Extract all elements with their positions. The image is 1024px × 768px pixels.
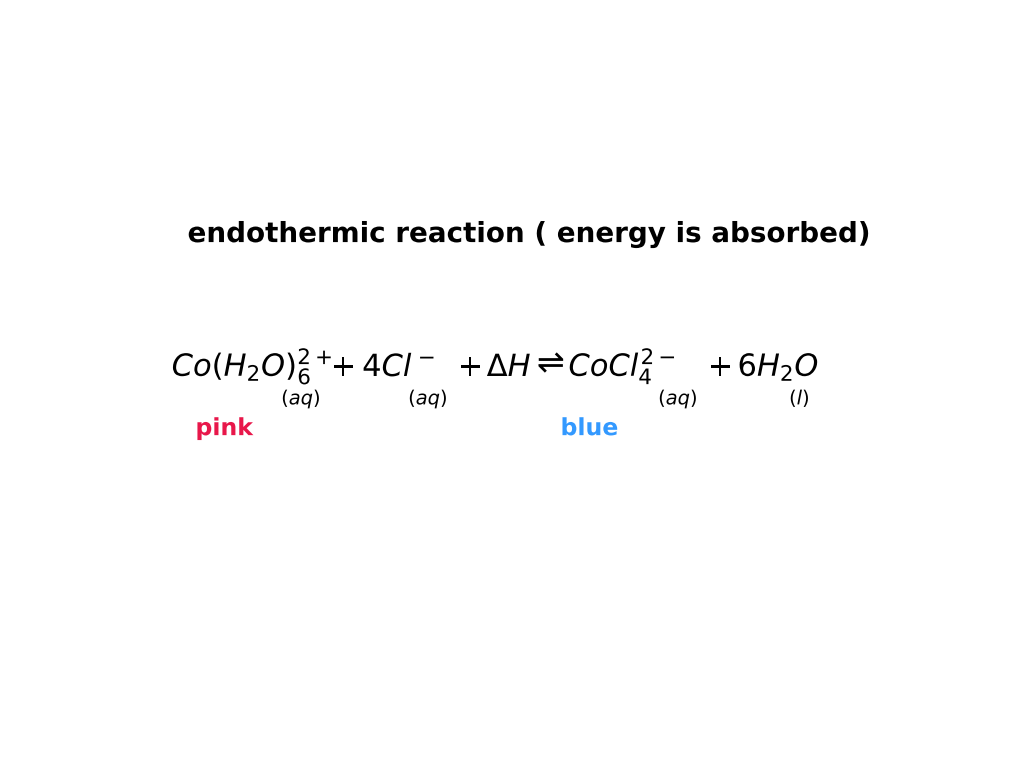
Text: $Co(H_2O)_6^{2+}$: $Co(H_2O)_6^{2+}$ (172, 346, 333, 387)
Text: $CoCl_4^{2-}$: $CoCl_4^{2-}$ (568, 346, 676, 387)
Text: endothermic reaction ( energy is absorbed): endothermic reaction ( energy is absorbe… (187, 220, 871, 248)
Text: blue: blue (560, 416, 618, 440)
Text: $(aq)$: $(aq)$ (658, 387, 698, 410)
Text: $(l)$: $(l)$ (790, 388, 810, 409)
Text: pink: pink (196, 416, 253, 440)
Text: $4Cl^-$: $4Cl^-$ (362, 353, 435, 382)
Text: $+$: $+$ (458, 353, 481, 382)
Text: $+$: $+$ (331, 353, 354, 382)
Text: $(aq)$: $(aq)$ (409, 387, 449, 410)
Text: $\Delta H$: $\Delta H$ (486, 353, 531, 382)
Text: $6H_2O$: $6H_2O$ (737, 352, 819, 383)
Text: $\rightleftharpoons$: $\rightleftharpoons$ (530, 347, 565, 380)
Text: $+$: $+$ (708, 353, 732, 382)
Text: $(aq)$: $(aq)$ (282, 387, 322, 410)
